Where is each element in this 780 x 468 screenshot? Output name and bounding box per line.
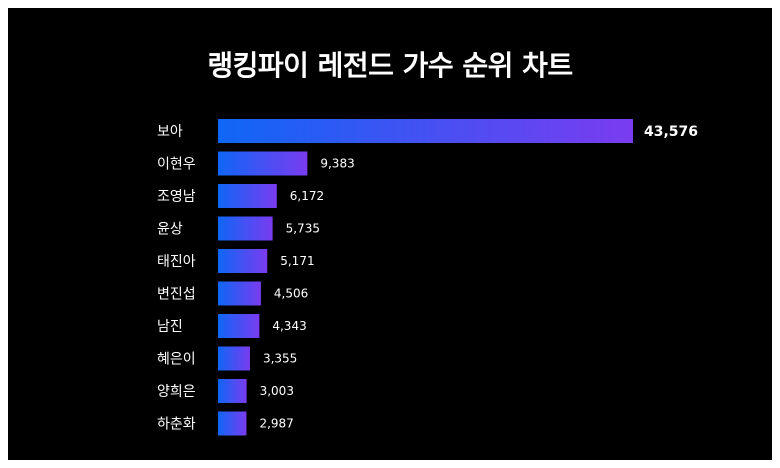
- value-label: 5,735: [286, 222, 320, 236]
- category-label: 이현우: [157, 157, 196, 173]
- category-label: 윤상: [157, 222, 183, 238]
- category-label: 남진: [157, 319, 183, 335]
- category-label: 보아: [157, 124, 183, 140]
- bar: [218, 151, 308, 176]
- category-label: 조영남: [157, 189, 196, 205]
- category-label: 혜은이: [157, 352, 196, 368]
- category-label: 양희은: [157, 384, 196, 400]
- value-label: 43,576: [644, 124, 698, 140]
- bar: [218, 379, 247, 403]
- bars-group: 보아 43,576 이현우 9,383 조영남 6,172 윤상 5,735 태진아 5,171 변…: [157, 119, 698, 436]
- bar: [218, 346, 250, 371]
- bar: [218, 281, 261, 306]
- chart-title: 랭킹파이 레전드 가수 순위 차트: [207, 49, 573, 82]
- value-label: 6,172: [290, 189, 324, 203]
- bar: [218, 411, 247, 436]
- chart-frame: [8, 8, 772, 460]
- bar: [218, 119, 633, 143]
- value-label: 3,003: [260, 384, 294, 398]
- bar: [218, 314, 260, 338]
- value-label: 5,171: [280, 254, 314, 268]
- category-label: 하춘화: [157, 417, 196, 433]
- bar: [218, 216, 273, 241]
- category-label: 태진아: [157, 254, 196, 270]
- value-label: 3,355: [263, 352, 297, 366]
- category-label: 변진섭: [157, 287, 196, 303]
- bar: [218, 249, 268, 273]
- value-label: 9,383: [320, 157, 354, 171]
- value-label: 4,506: [274, 287, 308, 301]
- bar: [218, 184, 277, 208]
- value-label: 2,987: [259, 417, 293, 431]
- value-label: 4,343: [272, 319, 306, 333]
